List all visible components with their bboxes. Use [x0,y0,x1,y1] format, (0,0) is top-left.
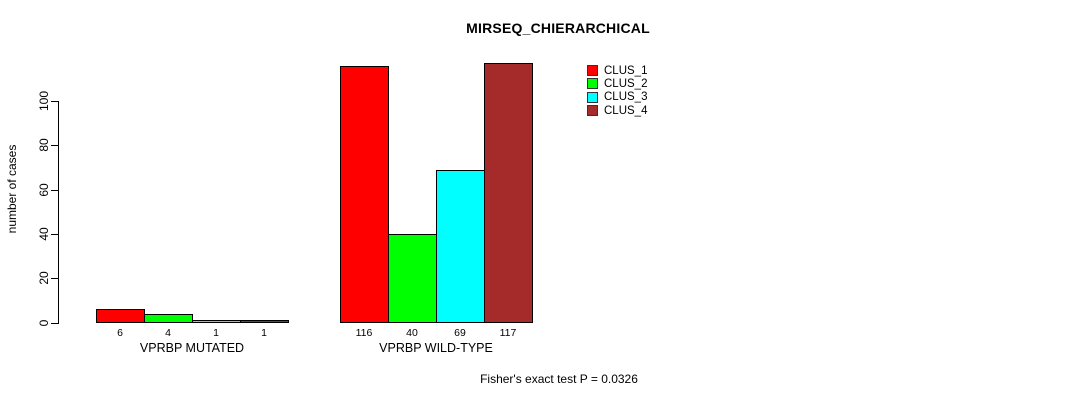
bar-clus_4 [484,63,533,323]
y-axis-label: number of cases [5,144,19,234]
bar-clus_1 [340,65,389,323]
legend-swatch-icon [587,91,598,103]
legend-swatch-icon [587,105,598,117]
legend: CLUS_1 CLUS_2 CLUS_3 CLUS_4 [587,64,647,117]
legend-label: CLUS_3 [604,91,648,104]
bar-clus_3 [436,169,485,323]
y-tick-label: 80 [37,138,51,153]
y-tick-label: 40 [37,227,51,241]
legend-item-clus_3: CLUS_3 [587,91,647,104]
legend-item-clus_1: CLUS_1 [587,64,647,77]
y-tick-label: 100 [37,90,51,112]
legend-item-clus_2: CLUS_2 [587,77,647,90]
bar-clus_4 [240,320,289,323]
group-label: VPRBP MUTATED [139,340,245,355]
bar-value-label: 117 [499,326,517,339]
y-tick-mark [51,145,58,147]
y-tick-label: 20 [37,271,51,286]
bar-clus_3 [192,320,241,323]
y-tick-mark [51,322,58,324]
y-axis-line [58,101,59,324]
y-tick-label: 60 [37,182,51,197]
y-tick-mark [51,101,58,102]
y-tick-mark [51,234,58,236]
bar-value-label: 69 [454,326,466,339]
y-tick-mark [51,189,58,191]
legend-label: CLUS_2 [604,77,648,90]
bar-clus_2 [144,313,193,323]
bar-value-label: 1 [213,326,219,339]
legend-swatch-icon [587,78,598,90]
bar-clus_2 [388,234,437,323]
chart-title: MIRSEQ_CHIERARCHICAL [466,20,650,36]
group-label: VPRBP WILD-TYPE [379,340,493,355]
y-tick-label: 0 [37,319,51,327]
bar-clus_1 [96,309,145,323]
bar-value-label: 6 [117,326,123,339]
legend-swatch-icon [587,65,598,77]
y-tick-mark [51,278,58,280]
bar-value-label: 4 [165,326,171,339]
legend-label: CLUS_4 [604,104,648,117]
bar-value-label: 40 [406,326,418,339]
legend-item-clus_4: CLUS_4 [587,104,647,117]
legend-label: CLUS_1 [604,64,648,77]
bar-value-label: 116 [355,326,373,339]
fisher-test-annotation: Fisher's exact test P = 0.0326 [480,372,638,386]
bar-value-label: 1 [261,326,267,339]
